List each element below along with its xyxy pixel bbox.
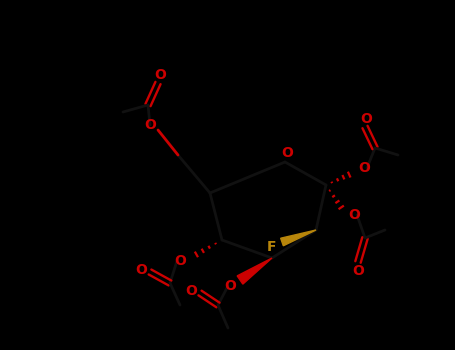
Text: F: F <box>267 240 277 254</box>
Text: O: O <box>144 118 156 132</box>
Text: O: O <box>135 263 147 277</box>
Text: O: O <box>360 112 372 126</box>
Text: O: O <box>174 254 186 268</box>
Polygon shape <box>237 258 272 284</box>
Text: O: O <box>348 208 360 222</box>
Text: O: O <box>154 68 166 82</box>
Text: O: O <box>281 146 293 160</box>
Text: O: O <box>352 264 364 278</box>
Text: O: O <box>185 284 197 298</box>
Text: O: O <box>358 161 370 175</box>
Text: O: O <box>224 279 236 293</box>
Polygon shape <box>281 230 316 246</box>
